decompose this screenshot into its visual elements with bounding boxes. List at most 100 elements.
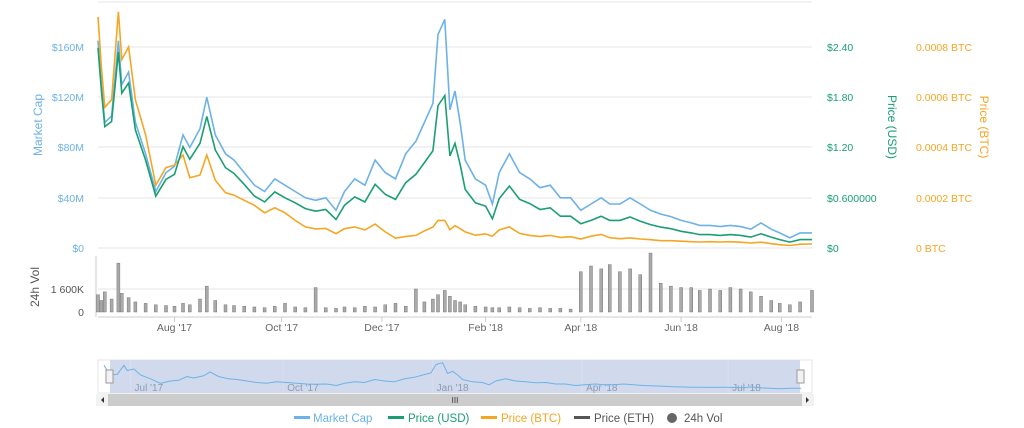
scrollbar-thumb[interactable] [108, 394, 802, 406]
volume-bar [213, 300, 218, 313]
volume-bar [608, 264, 612, 313]
volume-bar [293, 306, 297, 313]
legend-item-market-cap[interactable]: Market Cap [294, 413, 372, 425]
volume-bar [490, 307, 495, 313]
navigator-tick-label: Jan '18 [437, 383, 469, 394]
usd-tick: $2.40 [827, 42, 853, 54]
mcap-axis-title: Market Cap [31, 94, 45, 156]
volume-bar [143, 303, 148, 313]
volume-bar [810, 290, 814, 313]
series-lines [97, 11, 813, 247]
legend-item-price-eth[interactable]: Price (ETH) [574, 413, 654, 425]
navigator-right-handle[interactable] [796, 369, 805, 384]
mcap-tick: $80M [58, 142, 84, 154]
legend: Market Cap Price (USD) Price (BTC) Price… [294, 413, 722, 425]
legend-label: Price (USD) [408, 413, 470, 425]
legend-swatch [388, 416, 404, 419]
volume-bar [648, 252, 653, 313]
x-tick-label: Aug '17 [157, 322, 192, 334]
legend-label: Price (ETH) [594, 413, 654, 425]
scrollbar[interactable]: III [96, 394, 814, 406]
volume-bar [303, 307, 308, 313]
volume-bar [798, 301, 802, 313]
volume-bar [342, 306, 347, 313]
volume-bar [497, 307, 501, 313]
volume-bar [120, 293, 124, 313]
volume-bar [463, 304, 467, 313]
vol-tick: 0 [78, 307, 84, 319]
volume-bar [458, 301, 462, 313]
volume-bar [154, 304, 158, 313]
btc-tick: 0.0002 BTC [916, 193, 972, 205]
scroll-right-arrow-icon[interactable] [806, 397, 809, 403]
volume-bar [638, 274, 642, 313]
volume-bar [517, 307, 522, 313]
volume-bar [759, 295, 763, 313]
x-tick-label: Apr '18 [564, 322, 597, 334]
usd-tick: $1.20 [827, 142, 853, 154]
volume-bar [453, 300, 457, 313]
volume-bar [483, 306, 488, 313]
volume-bar [242, 306, 246, 313]
navigator-tick-label: Oct '17 [287, 383, 319, 394]
volume-bar [659, 283, 663, 313]
volume-bar [404, 306, 408, 313]
scroll-left-arrow-icon[interactable] [101, 397, 104, 403]
legend-label: Price (BTC) [501, 413, 561, 425]
volume-bar [422, 301, 427, 313]
btc-axis-title: Price (BTC) [977, 96, 991, 159]
volume-bar [448, 295, 452, 313]
usd-tick: $0 [827, 243, 839, 255]
navigator-tick-label: Apr '18 [586, 383, 618, 394]
btc-tick: 0.0006 BTC [916, 92, 972, 104]
x-tick-label: Aug '18 [764, 322, 799, 334]
btc-tick: 0.0004 BTC [916, 142, 972, 154]
volume-bar [262, 307, 267, 313]
legend-item-24h-vol[interactable]: 24h Vol [667, 413, 722, 425]
mcap-tick: $40M [58, 193, 84, 205]
navigator-left-handle[interactable] [105, 369, 114, 384]
volume-bar [558, 308, 563, 313]
volume-bar [324, 307, 328, 313]
volume-bar [788, 304, 792, 313]
navigator[interactable]: Jul '17 Oct '17 Jan '18 Apr '18 Jul '18 [97, 359, 813, 394]
volume-bar [223, 304, 228, 313]
volume-bar [133, 301, 138, 313]
btc-tick: 0.0008 BTC [916, 42, 972, 54]
volume-bar [538, 307, 542, 313]
legend-swatch [481, 416, 497, 419]
volume-bar [443, 290, 447, 313]
legend-item-price-btc[interactable]: Price (BTC) [481, 413, 561, 425]
volume-bar [728, 287, 733, 313]
volume-bar [116, 262, 121, 313]
x-axis: Aug '17 Oct '17 Dec '17 Feb '18 Apr '18 Jun '… [157, 317, 799, 334]
volume-bar [164, 305, 168, 313]
volume-bar [708, 288, 712, 313]
volume-bar [669, 285, 673, 313]
volume-bar [96, 294, 100, 313]
volume-bar [373, 306, 377, 313]
volume-bar [414, 288, 418, 313]
volume-bar [232, 305, 236, 313]
volume-bar [99, 300, 104, 313]
volume-bar [628, 268, 632, 313]
volume-bar [579, 271, 583, 313]
volume-bar [181, 303, 185, 313]
usd-tick: $0.600000 [827, 193, 877, 205]
legend-item-price-usd[interactable]: Price (USD) [388, 413, 470, 425]
volume-bar [353, 307, 357, 313]
x-tick-label: Dec '17 [364, 322, 399, 334]
navigator-tick-label: Jul '17 [135, 383, 164, 394]
volume-bar [205, 285, 209, 313]
volume-bar [172, 306, 177, 313]
mcap-tick: $120M [52, 92, 84, 104]
mcap-tick: $160M [52, 42, 84, 54]
gridlines [98, 46, 812, 318]
scrollbar-grip: III [452, 396, 459, 405]
navigator-series-line [103, 362, 802, 390]
volume-bar [283, 303, 287, 313]
volume-bar [436, 294, 440, 313]
volume-bar [618, 271, 622, 313]
volume-bar [188, 304, 192, 313]
x-tick-label: Oct '17 [265, 322, 298, 334]
